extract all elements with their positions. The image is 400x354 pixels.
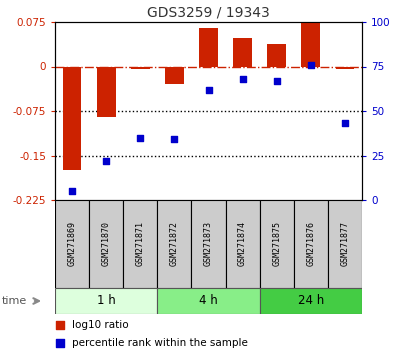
Bar	[165, 67, 184, 84]
Bar	[336, 67, 354, 69]
Text: 1 h: 1 h	[97, 295, 116, 308]
Bar	[226, 200, 260, 288]
Text: GSM271870: GSM271870	[102, 222, 111, 267]
Bar	[89, 200, 123, 288]
Bar	[294, 200, 328, 288]
Bar	[260, 288, 362, 314]
Bar	[192, 200, 226, 288]
Text: percentile rank within the sample: percentile rank within the sample	[72, 338, 248, 348]
Text: 4 h: 4 h	[199, 295, 218, 308]
Text: GSM271869: GSM271869	[68, 222, 76, 267]
Text: GSM271873: GSM271873	[204, 222, 213, 267]
Text: GSM271871: GSM271871	[136, 222, 145, 267]
Bar	[123, 200, 157, 288]
Bar	[97, 67, 116, 117]
Point	[171, 137, 178, 142]
Bar	[55, 288, 157, 314]
Bar	[260, 200, 294, 288]
Point	[57, 340, 63, 346]
Bar	[157, 200, 192, 288]
Point	[137, 135, 144, 141]
Text: 24 h: 24 h	[298, 295, 324, 308]
Bar	[131, 67, 150, 69]
Point	[274, 78, 280, 84]
Point	[240, 76, 246, 82]
Bar	[63, 67, 82, 170]
Text: GSM271876: GSM271876	[306, 222, 315, 267]
Point	[103, 158, 109, 164]
Point	[308, 62, 314, 68]
Text: GSM271875: GSM271875	[272, 222, 281, 267]
Text: log10 ratio: log10 ratio	[72, 320, 129, 330]
Text: GSM271872: GSM271872	[170, 222, 179, 267]
Bar	[267, 44, 286, 67]
Text: time: time	[2, 296, 27, 306]
Text: GSM271874: GSM271874	[238, 222, 247, 267]
Point	[57, 322, 63, 328]
Bar	[199, 28, 218, 67]
Bar	[233, 38, 252, 67]
Text: GDS3259 / 19343: GDS3259 / 19343	[147, 5, 270, 19]
Bar	[157, 288, 260, 314]
Point	[342, 121, 348, 126]
Point	[69, 188, 75, 194]
Bar	[328, 200, 362, 288]
Bar	[55, 200, 89, 288]
Text: GSM271877: GSM271877	[340, 222, 350, 267]
Bar	[302, 22, 320, 67]
Point	[205, 87, 212, 92]
